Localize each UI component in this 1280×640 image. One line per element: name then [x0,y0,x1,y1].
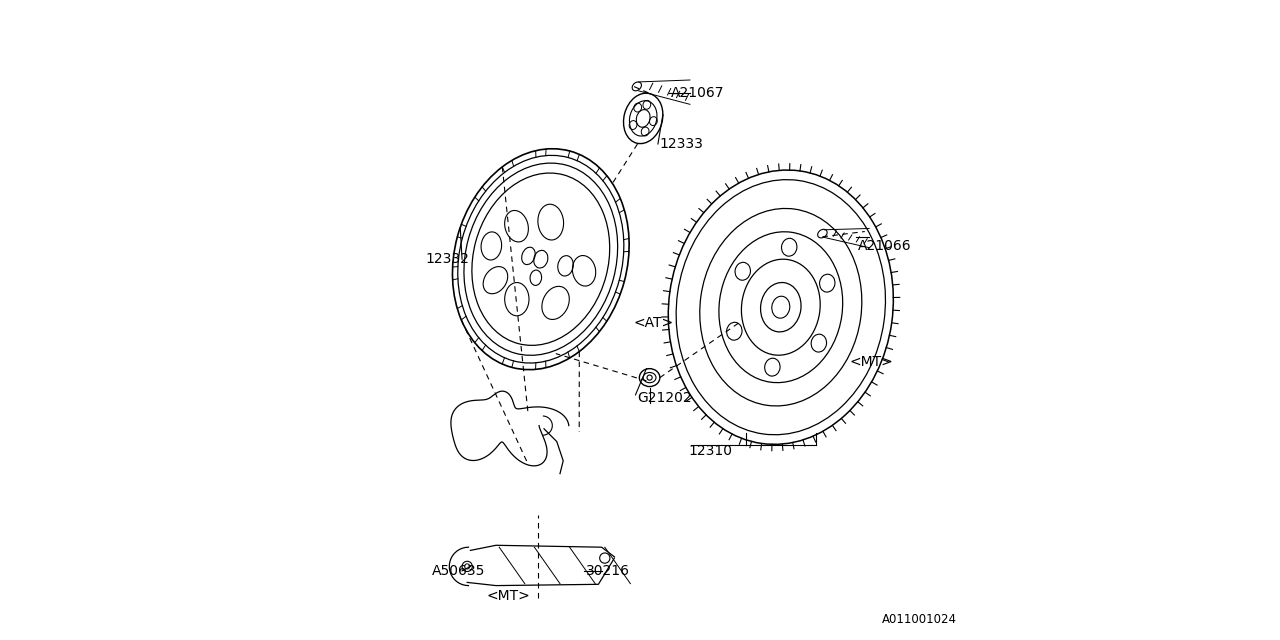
Text: <MT>: <MT> [486,589,530,604]
Text: <MT>: <MT> [850,355,893,369]
Text: 12333: 12333 [659,137,703,151]
Text: A50635: A50635 [433,564,485,578]
Text: 12310: 12310 [689,444,732,458]
Text: <AT>: <AT> [634,316,673,330]
Text: 30216: 30216 [585,564,630,578]
Text: 12332: 12332 [425,252,470,266]
Text: A21066: A21066 [858,239,911,253]
Text: A011001024: A011001024 [882,613,957,626]
Text: A21067: A21067 [671,86,724,100]
Text: G21202: G21202 [637,391,691,405]
